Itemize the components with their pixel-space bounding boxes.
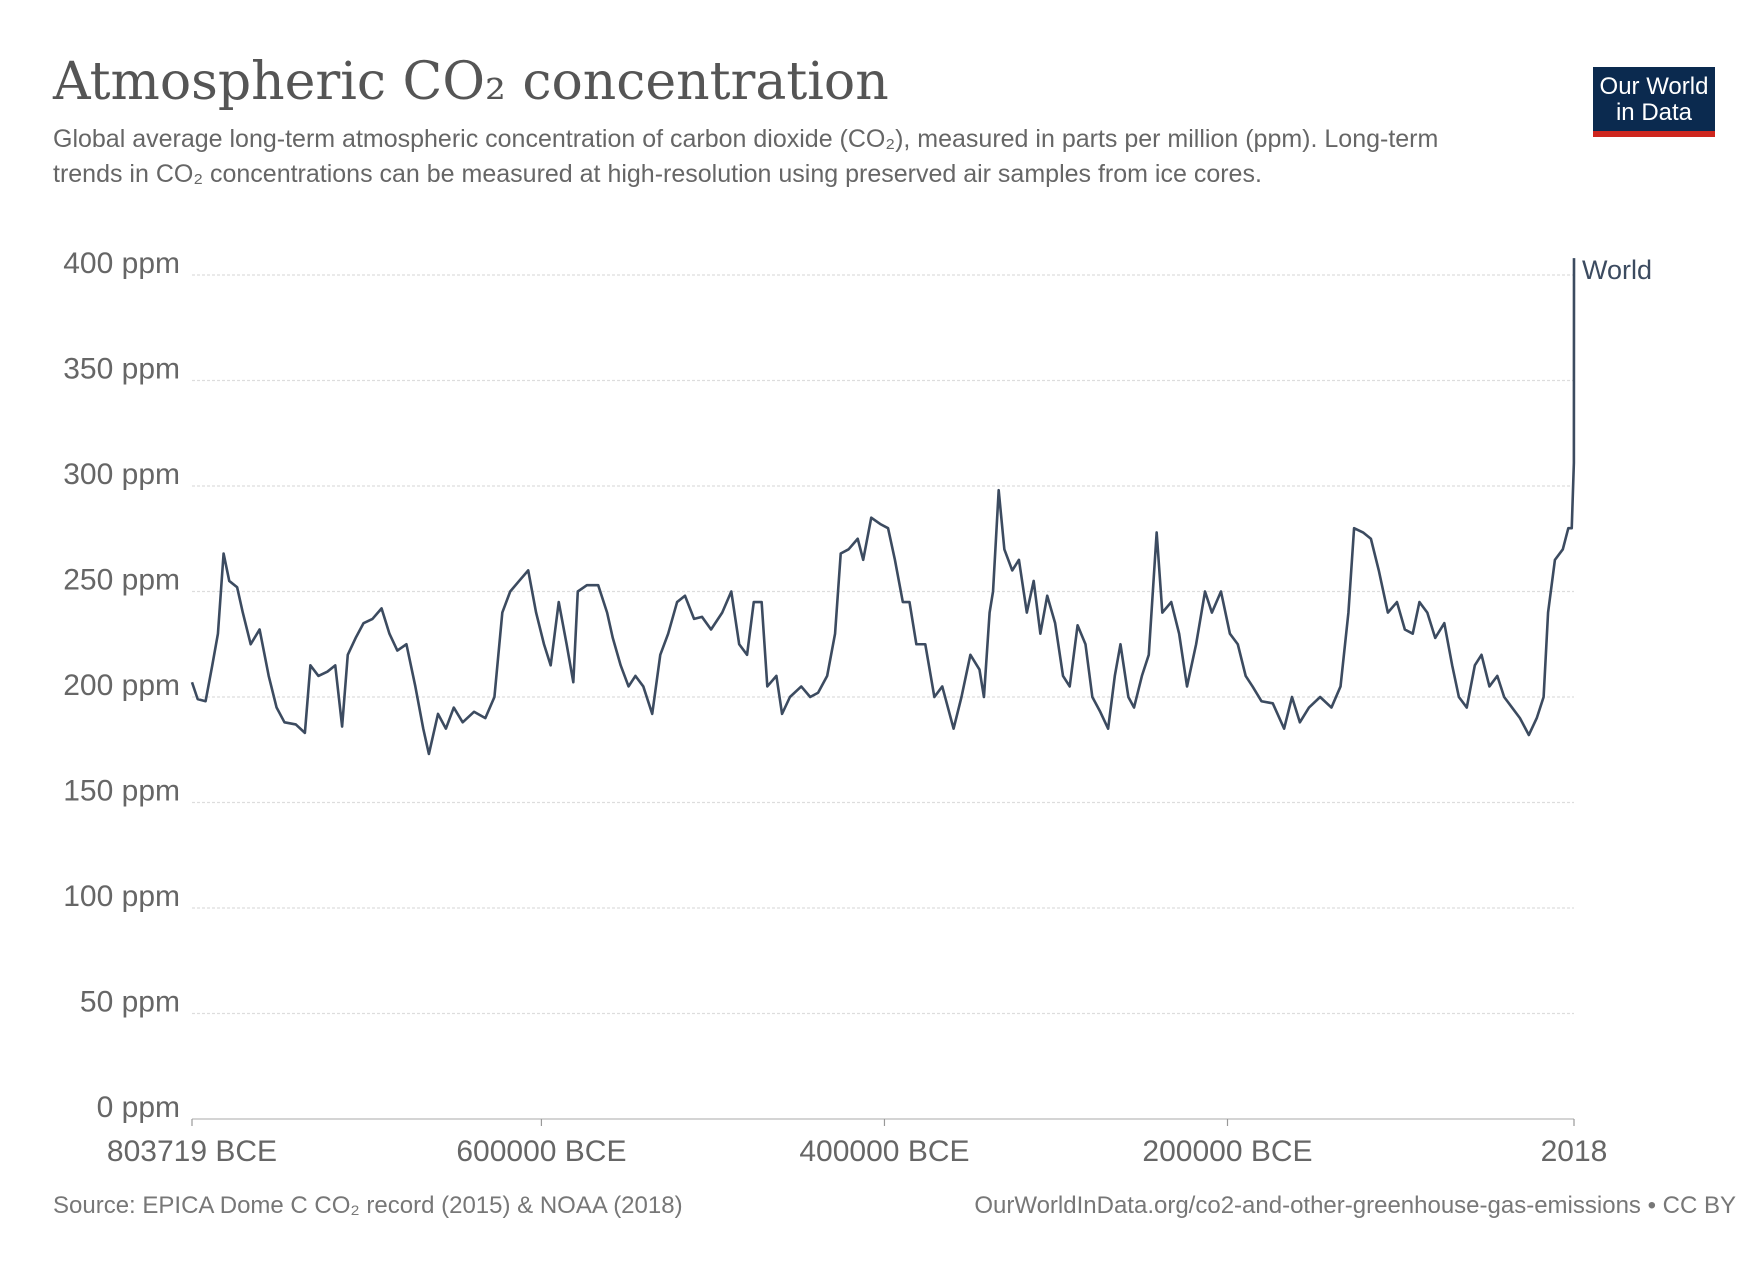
- y-tick-label: 300 ppm: [63, 458, 180, 491]
- x-tick-label: 600000 BCE: [456, 1135, 626, 1168]
- chart: 0 ppm 50 ppm 100 ppm 150 ppm 200 ppm 250 ppm 3…: [63, 247, 1652, 1168]
- y-tick-label: 50 ppm: [80, 985, 180, 1018]
- y-tick-label: 150 ppm: [63, 774, 180, 807]
- url: OurWorldInData.org/co2-and-other-greenho…: [974, 1192, 1736, 1219]
- source: Source: EPICA Dome C CO₂ record (2015) &…: [53, 1192, 683, 1219]
- logo: Our World in Data: [1593, 67, 1715, 137]
- y-tick-label: 100 ppm: [63, 880, 180, 913]
- y-tick-label: 350 ppm: [63, 352, 180, 385]
- x-tick-label: 200000 BCE: [1142, 1135, 1312, 1168]
- y-tick-label: 250 ppm: [63, 563, 180, 596]
- y-tick-label: 400 ppm: [63, 247, 180, 280]
- x-tick-label: 803719 BCE: [107, 1135, 277, 1168]
- logo-line: in Data: [1615, 99, 1693, 126]
- chart-subtitle: Global average long-term atmospheric con…: [53, 125, 1439, 188]
- y-tick-label: 200 ppm: [63, 669, 180, 702]
- series-line: [190, 258, 1576, 756]
- series-label: World: [1582, 255, 1652, 285]
- logo-line: Our World: [1599, 73, 1709, 100]
- y-tick-label: 0 ppm: [97, 1091, 180, 1124]
- chart-title: Atmospheric CO₂ concentration: [53, 52, 889, 112]
- x-tick-label: 400000 BCE: [799, 1135, 969, 1168]
- x-tick-label: 2018: [1541, 1135, 1608, 1168]
